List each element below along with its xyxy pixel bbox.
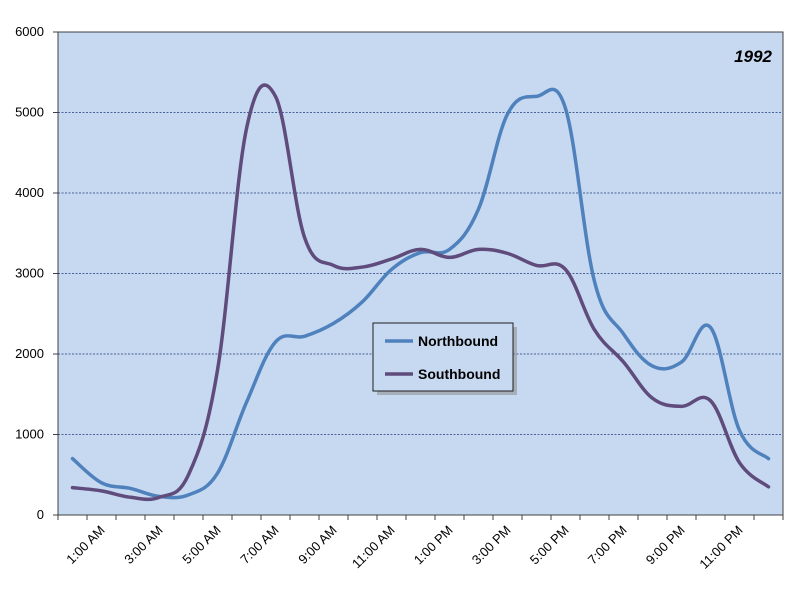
x-tick-label: 9:00 PM	[643, 523, 688, 568]
x-tick-label: 3:00 AM	[121, 523, 165, 567]
y-tick-label: 4000	[15, 185, 44, 200]
series-lines	[70, 83, 771, 502]
x-tick-label: 11:00 AM	[349, 523, 398, 572]
y-tick-label: 5000	[15, 105, 44, 120]
legend-label: Northbound	[418, 333, 498, 349]
x-axis-ticks: 1:00 AM 3:00 AM 5:00 AM 7:00 AM 9:00 AM 11:00…	[57, 515, 784, 572]
chart-title: 1992	[734, 47, 772, 66]
x-tick-label: 9:00 AM	[295, 523, 339, 567]
y-tick-label: 2000	[15, 346, 44, 361]
y-axis-ticks: 0 1000 2000 3000 4000 5000 6000	[15, 24, 58, 522]
legend: Northbound Southbound	[372, 322, 517, 395]
y-tick-label: 0	[37, 507, 44, 522]
y-tick-label: 3000	[15, 266, 44, 281]
x-tick-label: 7:00 PM	[585, 523, 630, 568]
x-tick-label: 11:00 PM	[696, 523, 745, 572]
y-tick-label: 6000	[15, 24, 44, 39]
x-tick-label: 7:00 AM	[237, 523, 281, 567]
x-tick-label: 1:00 PM	[411, 523, 456, 568]
x-tick-label: 3:00 PM	[469, 523, 514, 568]
x-tick-label: 1:00 AM	[63, 523, 107, 567]
legend-box	[372, 322, 514, 392]
legend-label: Southbound	[418, 366, 500, 382]
x-tick-label: 5:00 AM	[179, 523, 223, 567]
series-line-southbound	[70, 83, 771, 502]
series-line-northbound	[70, 87, 771, 500]
x-tick-label: 5:00 PM	[527, 523, 572, 568]
y-tick-label: 1000	[15, 427, 44, 442]
